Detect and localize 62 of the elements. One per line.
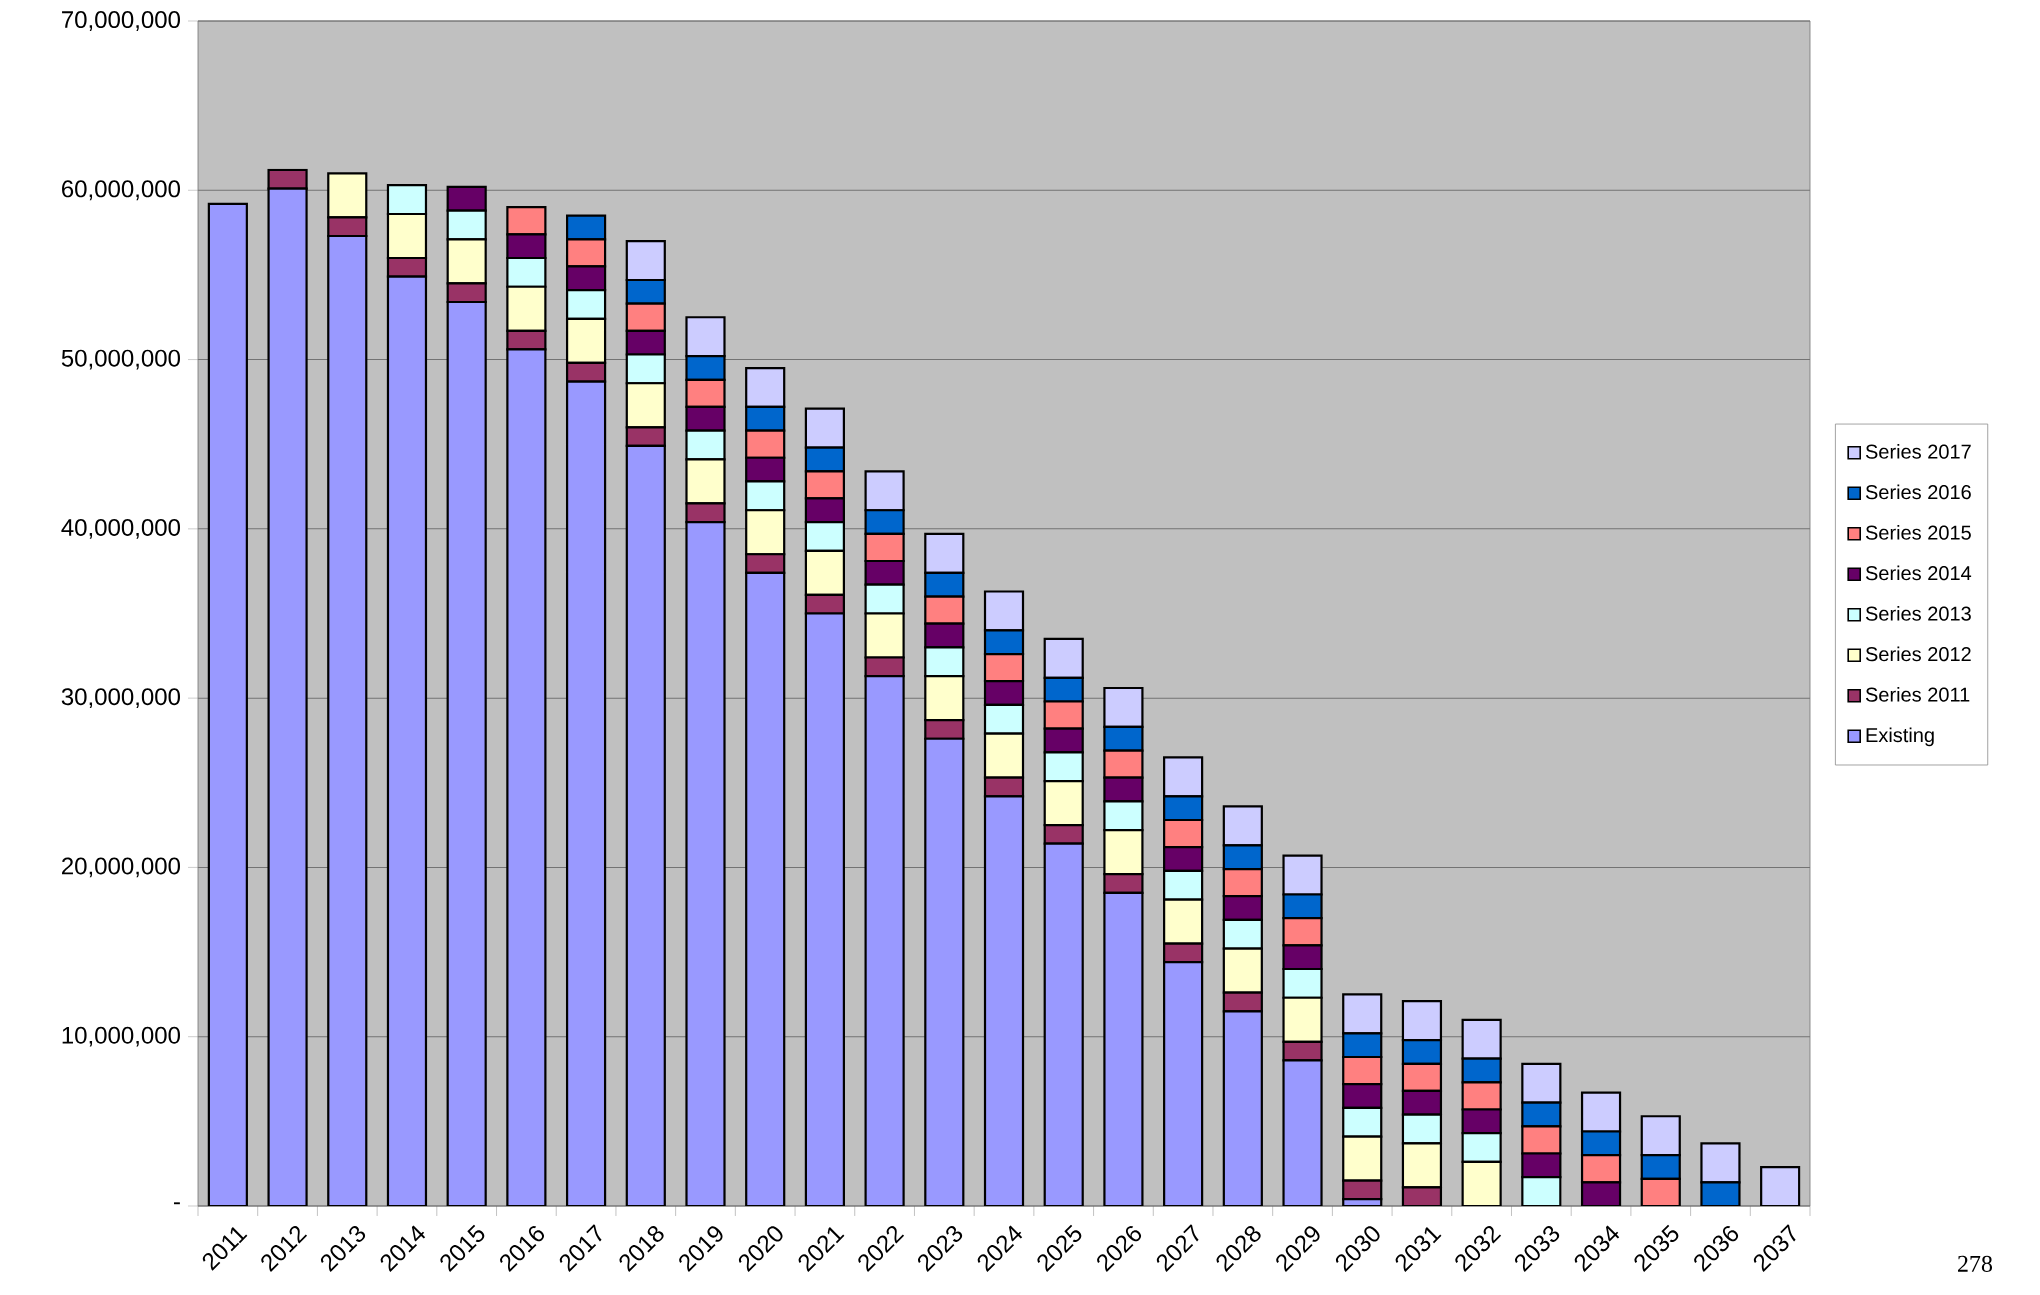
- y-tick-label: 50,000,000: [61, 349, 180, 370]
- bar: [506, 348, 547, 1206]
- bar: [1760, 1165, 1801, 1206]
- bar: [1521, 1062, 1562, 1104]
- bar: [1401, 1000, 1443, 1042]
- bar: [1103, 891, 1144, 1206]
- bar: [207, 202, 248, 1206]
- legend-label: Series 2012: [1865, 646, 1971, 662]
- bar: [565, 317, 607, 365]
- bar: [745, 509, 786, 556]
- y-tick-label: 60,000,000: [62, 180, 180, 201]
- legend-label: Existing: [1866, 727, 1934, 747]
- legend-label: Series 2014: [1865, 565, 1972, 581]
- y-tick-label: 10,000,000: [62, 1026, 180, 1047]
- legend-label: Series 2016: [1865, 484, 1971, 500]
- legend-label: Series 2011: [1865, 687, 1970, 702]
- bar: [745, 571, 786, 1206]
- text: 278: [1958, 1255, 1993, 1272]
- bar: [804, 549, 845, 596]
- bar: [506, 285, 547, 332]
- bar: [327, 234, 368, 1206]
- bar: [924, 532, 965, 574]
- legend-label: Series 2015: [1865, 525, 1971, 540]
- bar: [1401, 1142, 1443, 1189]
- bar: [1342, 993, 1383, 1035]
- bar: [625, 239, 666, 282]
- bar: [685, 520, 726, 1206]
- bar: [625, 382, 666, 429]
- bar: [983, 795, 1025, 1206]
- bar: [386, 275, 428, 1206]
- bar: [1461, 1018, 1502, 1060]
- bar: [1640, 1115, 1681, 1157]
- bar: [565, 380, 607, 1206]
- y-tick-label: 70,000,000: [62, 11, 180, 31]
- bar: [864, 470, 905, 512]
- bar: [1163, 961, 1204, 1206]
- bar: [267, 187, 308, 1206]
- bar: [1222, 947, 1263, 994]
- bar: [924, 737, 965, 1206]
- bar: [1282, 1059, 1323, 1206]
- bar: [804, 612, 845, 1206]
- legend-label: Series 2017: [1865, 444, 1971, 459]
- bar: [1222, 1010, 1263, 1206]
- bar: [625, 444, 666, 1206]
- y-tick-label: 30,000,000: [61, 688, 180, 709]
- legend-label: Series 2013: [1865, 606, 1971, 621]
- bar: [924, 675, 965, 722]
- bar: [864, 675, 905, 1206]
- bar: [446, 300, 487, 1206]
- bar: [446, 238, 487, 285]
- bar: [386, 212, 428, 260]
- bar: [327, 172, 368, 219]
- bar: [1461, 1160, 1502, 1206]
- bar: [1043, 842, 1084, 1206]
- y-tick-label: 20,000,000: [62, 857, 180, 878]
- bar: [983, 732, 1025, 779]
- y-tick-label: 40,000,000: [61, 518, 180, 539]
- bar: [745, 366, 786, 409]
- bar: [1163, 756, 1204, 798]
- bar: [1043, 779, 1084, 827]
- y-tick-label: -: [174, 1202, 180, 1205]
- bar: [1043, 637, 1084, 679]
